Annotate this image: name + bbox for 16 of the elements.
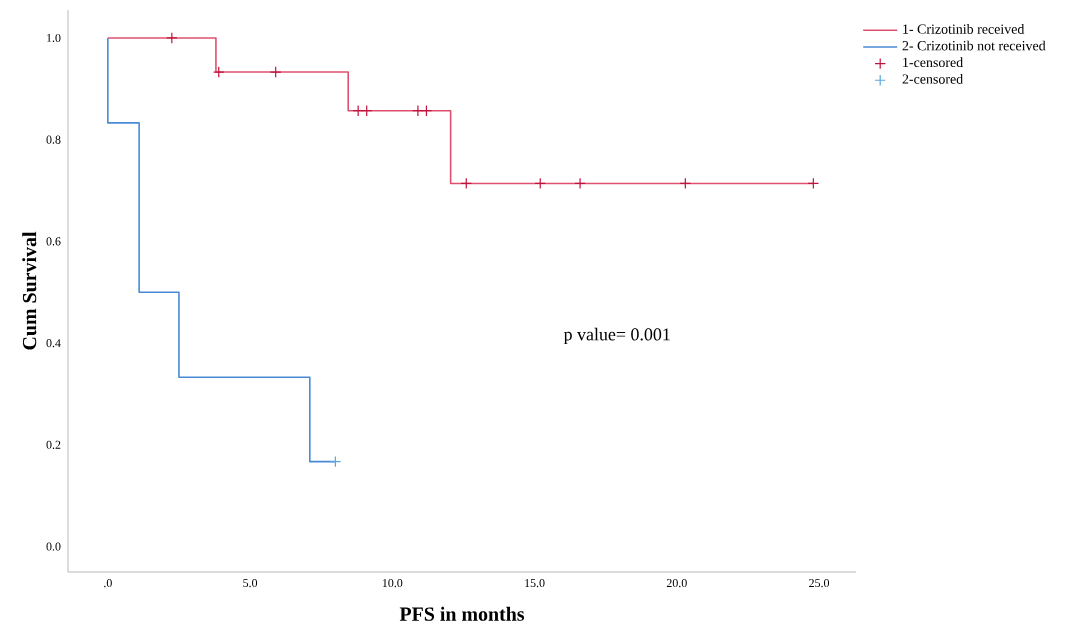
point bbox=[420, 104, 433, 117]
x-axis-title: PFS in months bbox=[399, 606, 525, 621]
point bbox=[534, 177, 547, 190]
y-axis-title: Cum Survival bbox=[22, 231, 37, 350]
point bbox=[360, 104, 373, 117]
point bbox=[212, 66, 225, 78]
point bbox=[269, 66, 282, 78]
point bbox=[807, 177, 820, 190]
point bbox=[679, 177, 692, 190]
point bbox=[574, 177, 586, 190]
point bbox=[329, 455, 342, 468]
annotation: p value= 0.001 bbox=[563, 327, 670, 345]
point bbox=[412, 104, 424, 117]
point bbox=[166, 32, 178, 44]
point bbox=[460, 177, 473, 190]
point bbox=[352, 104, 364, 117]
